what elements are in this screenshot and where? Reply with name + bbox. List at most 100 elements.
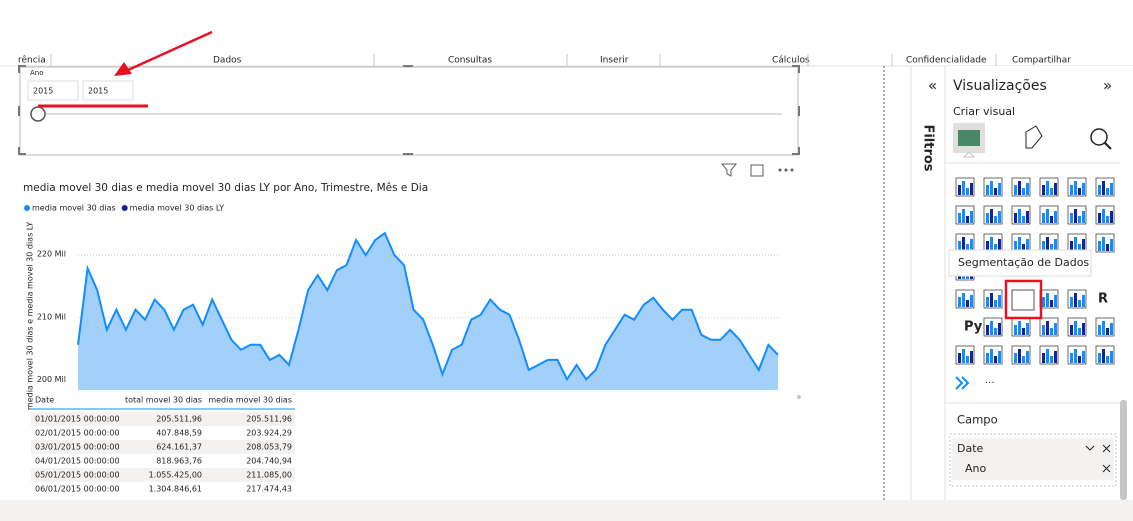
visual-icon[interactable]	[983, 289, 1003, 309]
field-chip[interactable]	[952, 438, 1114, 480]
visual-icon[interactable]	[1095, 177, 1115, 197]
visual-icon[interactable]	[1011, 345, 1031, 365]
icon-bar	[970, 295, 973, 307]
icon-bar	[986, 325, 989, 335]
viz-title: Visualizações	[953, 78, 1047, 94]
format-tab[interactable]	[1025, 125, 1043, 149]
icon-bar	[1026, 351, 1029, 363]
ribbon-tab[interactable]: Consultas	[448, 56, 492, 66]
r-icon[interactable]: R	[1098, 292, 1108, 307]
icon-bar	[1018, 237, 1021, 251]
scrollbar[interactable]	[1120, 400, 1127, 500]
visual-icon[interactable]	[1011, 205, 1031, 225]
icon-bar	[1098, 353, 1101, 363]
visual-icon[interactable]	[955, 177, 975, 197]
ribbon-tab[interactable]: Inserir	[600, 56, 629, 66]
column-header[interactable]: Date	[35, 396, 54, 405]
column-header[interactable]: total movel 30 dias	[125, 396, 202, 405]
visual-icon[interactable]	[1067, 205, 1087, 225]
icon-bar	[1022, 328, 1025, 335]
icon-bar	[1110, 239, 1113, 251]
icon-bar	[1054, 295, 1057, 307]
visual-icon[interactable]	[955, 289, 975, 309]
ribbon-tab[interactable]: rência	[18, 55, 46, 66]
visual-icon[interactable]	[983, 205, 1003, 225]
icon-frame	[983, 177, 1003, 197]
visual-icon[interactable]	[1095, 233, 1115, 253]
icon-bar	[1098, 241, 1101, 251]
ribbon-tab[interactable]: Dados	[213, 56, 242, 66]
visual-icon[interactable]	[1067, 317, 1087, 337]
visual-icon[interactable]	[1011, 177, 1031, 197]
icon-bar	[1074, 181, 1077, 195]
icon-bar	[966, 356, 969, 363]
visual-icon[interactable]	[1067, 177, 1087, 197]
icon-bar	[990, 237, 993, 251]
icon-frame	[983, 205, 1003, 225]
slicer-end[interactable]: 2015	[88, 87, 108, 96]
visual-icon[interactable]	[1039, 177, 1059, 197]
table-cell: 407.848,59	[156, 429, 202, 438]
icon-bar	[962, 293, 965, 307]
visual-icon[interactable]	[1095, 205, 1115, 225]
icon-bar	[1082, 295, 1085, 307]
icon-bar	[994, 188, 997, 195]
slider-handle[interactable]	[30, 106, 46, 122]
visual-icon[interactable]	[1067, 345, 1087, 365]
ribbon-tab[interactable]: Confidencialidade	[906, 56, 987, 66]
icon-bar	[1070, 241, 1073, 251]
visual-icon[interactable]	[955, 205, 975, 225]
icon-bar	[1110, 323, 1113, 335]
icon-bar	[1074, 321, 1077, 335]
row-band	[31, 412, 295, 426]
visual-icon[interactable]	[983, 317, 1003, 337]
visual-icon[interactable]	[983, 177, 1003, 197]
visual-icon[interactable]	[1039, 345, 1059, 365]
ribbon-tab[interactable]: Compartilhar	[1012, 56, 1071, 66]
more-visuals[interactable]: ···	[985, 378, 995, 389]
expand-icon[interactable]: »	[1103, 77, 1112, 95]
analytics-tab[interactable]	[1090, 128, 1108, 146]
filter-icon[interactable]	[720, 163, 738, 177]
visual-icon[interactable]	[983, 345, 1003, 365]
chevron-icon[interactable]	[955, 376, 970, 390]
slicer-start[interactable]: 2015	[33, 87, 53, 96]
slicer[interactable]: Ano 2015 2015	[18, 65, 800, 156]
icon-bar	[1074, 293, 1077, 307]
visual-icon[interactable]	[1039, 205, 1059, 225]
table-cell: 06/01/2015 00:00:00	[35, 485, 120, 494]
ribbon-tab[interactable]: Cálculos	[772, 56, 810, 66]
slicer-input[interactable]	[27, 80, 79, 101]
visual-icon[interactable]	[1039, 317, 1059, 337]
column-header[interactable]: media movel 30 dias	[208, 396, 292, 405]
icon-bar	[1050, 356, 1053, 363]
icon-bar	[994, 300, 997, 307]
visual-icon[interactable]	[1095, 317, 1115, 337]
icon-bar	[958, 185, 961, 195]
icon-bar	[1018, 349, 1021, 363]
icon-bar	[1098, 185, 1101, 195]
icon-frame	[1095, 317, 1115, 337]
icon-bar	[1050, 188, 1053, 195]
visual-header[interactable]	[720, 163, 794, 177]
visual-icon[interactable]	[1067, 289, 1087, 309]
icon-bar	[1014, 213, 1017, 223]
field-controls[interactable]	[1085, 444, 1111, 473]
slicer-frame	[19, 66, 799, 156]
resize-handles	[18, 65, 800, 155]
slicer-icon[interactable]	[1011, 289, 1035, 311]
filters-label[interactable]: Filtros	[921, 124, 936, 171]
icon-bar	[1018, 209, 1021, 223]
python-icon[interactable]: Py	[964, 320, 983, 335]
slicer-input[interactable]	[82, 80, 134, 101]
icon-bar	[1106, 244, 1109, 251]
visual-icon[interactable]	[1095, 345, 1115, 365]
visual-icon[interactable]	[955, 345, 975, 365]
focus-icon[interactable]	[750, 164, 764, 177]
icon-bar	[1102, 349, 1105, 363]
collapse-icon[interactable]: «	[928, 77, 937, 95]
table-cell: 05/01/2015 00:00:00	[35, 471, 120, 480]
icon-bar	[1046, 237, 1049, 251]
table-cell: 203.924,29	[246, 429, 292, 438]
icon-bar	[970, 351, 973, 363]
